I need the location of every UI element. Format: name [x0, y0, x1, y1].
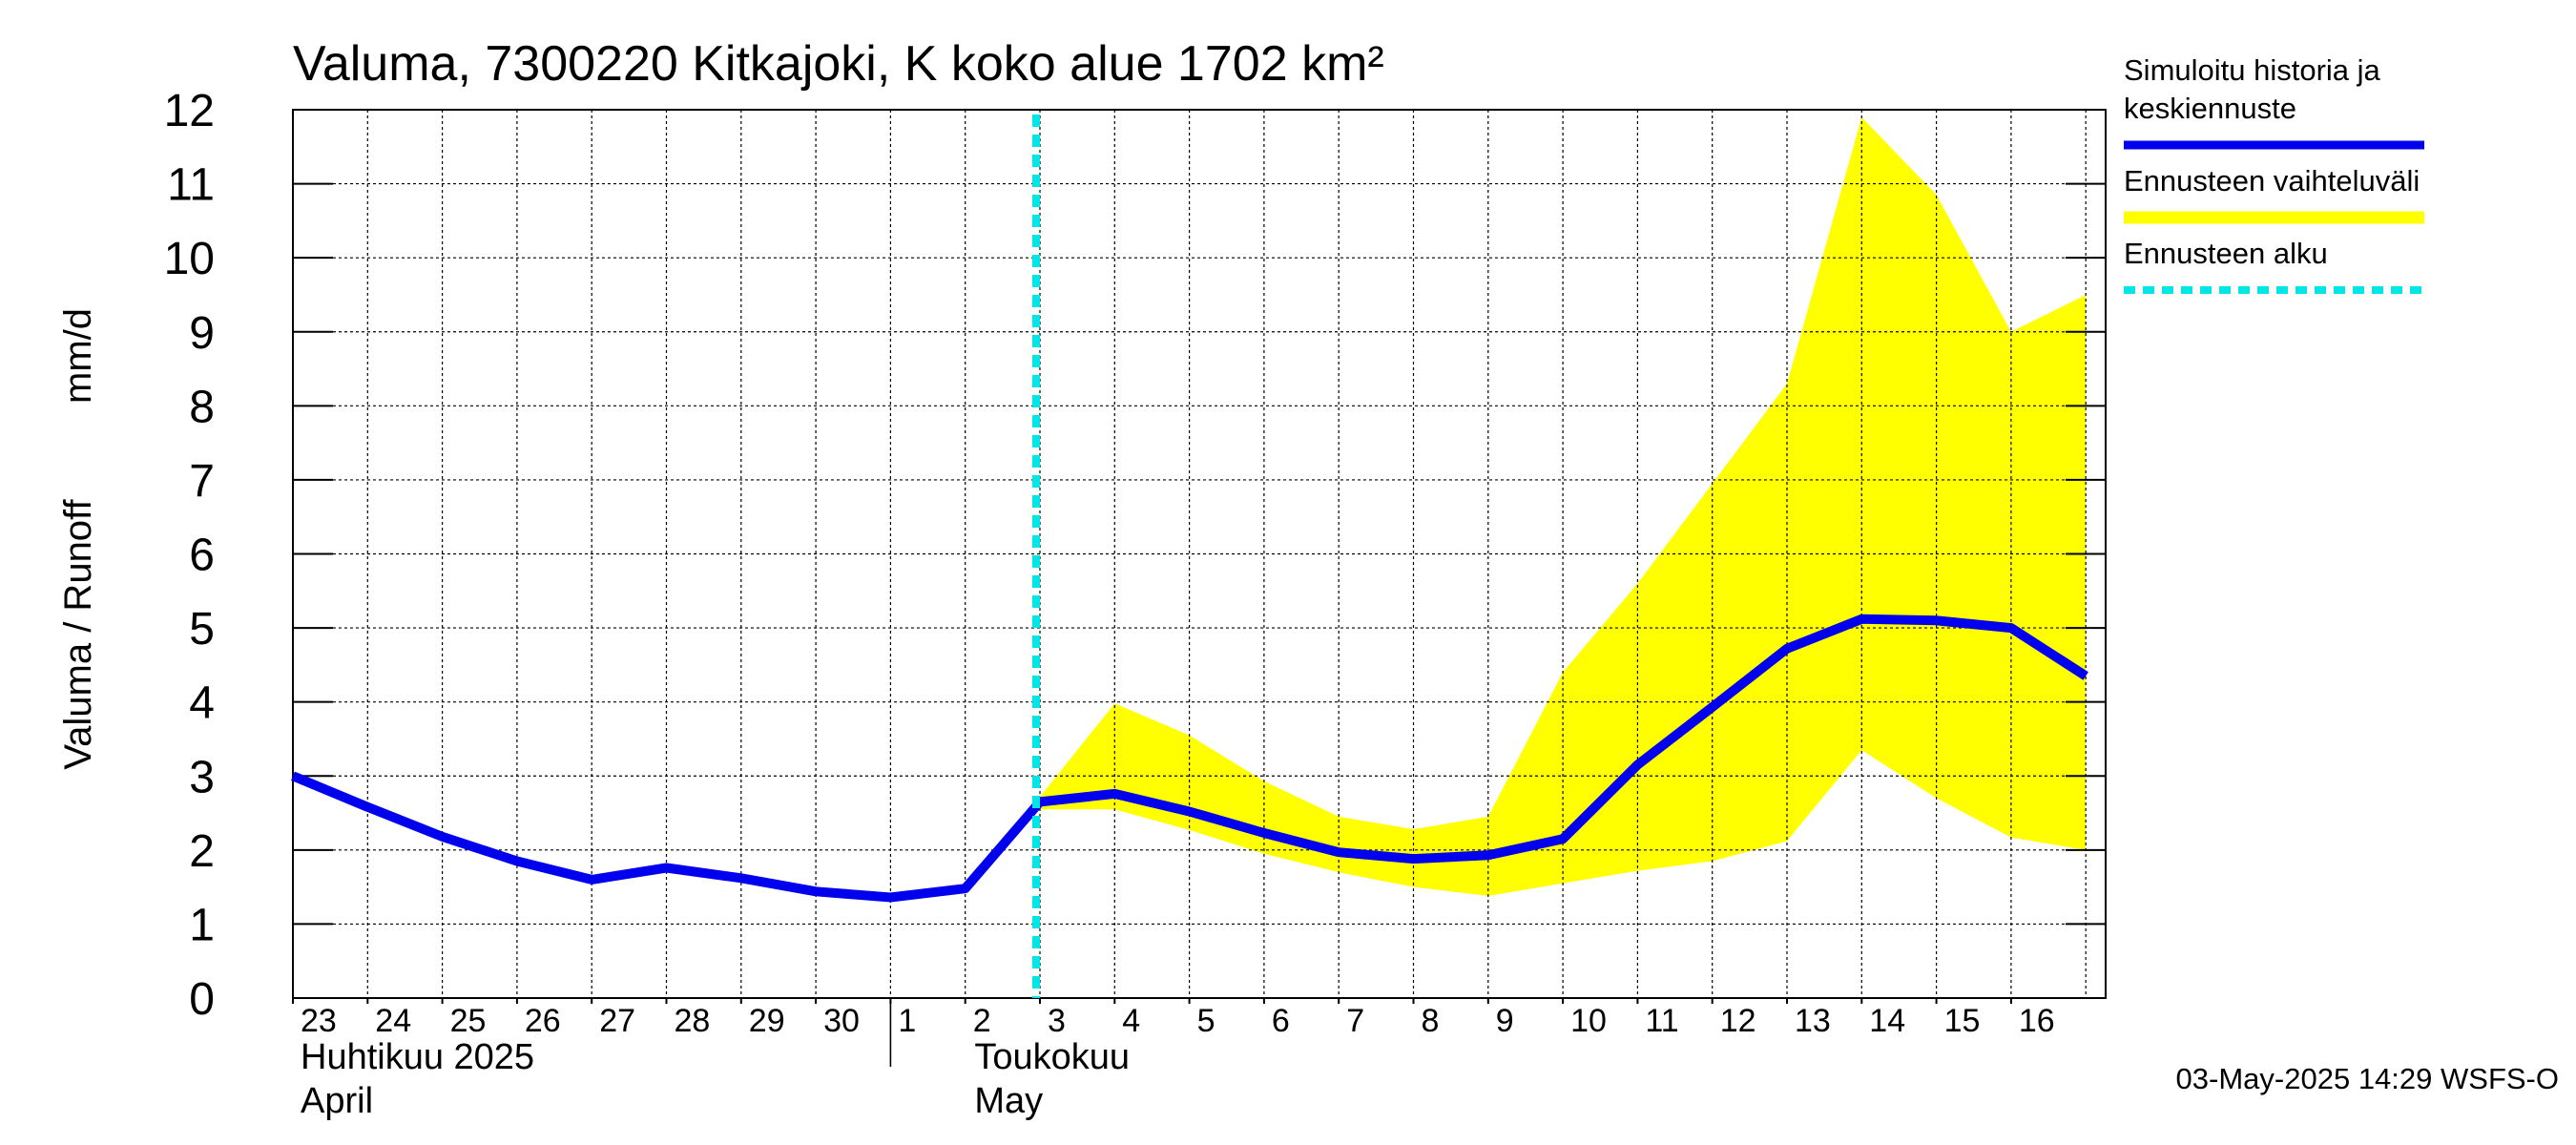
plot-frame [292, 109, 2107, 999]
x-tick-label: 1 [898, 1003, 916, 1039]
y-tick-label: 6 [189, 531, 215, 581]
x-tick-label: 24 [375, 1003, 411, 1039]
y-tick-label: 2 [189, 826, 215, 877]
x-tick-label: 7 [1346, 1003, 1364, 1039]
y-tick-label: 12 [164, 86, 215, 136]
y-tick-label: 7 [189, 456, 215, 507]
x-tick-label: 3 [1048, 1003, 1066, 1039]
x-tick-label: 12 [1720, 1003, 1756, 1039]
legend-label: keskiennuste [2124, 92, 2296, 125]
y-axis-label: Valuma / Runoff mm/d [57, 308, 99, 770]
y-tick-label: 3 [189, 752, 215, 802]
y-tick-label: 8 [189, 382, 215, 432]
x-tick-label: 14 [1869, 1003, 1905, 1039]
legend-label: Simuloitu historia ja [2124, 53, 2381, 87]
x-tick-label: 9 [1496, 1003, 1514, 1039]
y-tick-label: 5 [189, 604, 215, 655]
x-tick-label: 30 [823, 1003, 860, 1039]
month-label-en: May [974, 1081, 1043, 1121]
y-tick-label: 1 [189, 900, 215, 950]
series-line-simulated-mean [291, 614, 2088, 903]
legend: Simuloitu historia ja keskiennuste Ennuste… [2124, 53, 2424, 294]
x-tick-label: 5 [1197, 1003, 1215, 1039]
month-label: Huhtikuu 2025 [301, 1037, 534, 1077]
forecast-range-band [1040, 116, 2087, 896]
y-axis-label-unit: mm/d [57, 308, 99, 404]
month-label-en: April [301, 1081, 373, 1121]
x-tick-label: 8 [1422, 1003, 1440, 1039]
legend-label: Ennusteen alku [2124, 237, 2328, 270]
month-label: Toukokuu [974, 1037, 1130, 1077]
x-tick-label: 29 [749, 1003, 785, 1039]
y-tick-label: 11 [167, 160, 215, 211]
y-tick-label: 0 [189, 974, 215, 1025]
x-tick-label: 26 [525, 1003, 561, 1039]
x-tick-label: 23 [301, 1003, 337, 1039]
x-tick-label: 13 [1795, 1003, 1831, 1039]
legend-label: Ennusteen vaihteluväli [2124, 164, 2420, 198]
y-tick-label: 4 [189, 678, 215, 729]
timestamp-footer: 03-May-2025 14:29 WSFS-O [2176, 1062, 2559, 1095]
x-tick-label: 6 [1272, 1003, 1290, 1039]
chart-title: Valuma, 7300220 Kitkajoki, K koko alue 1… [293, 36, 1384, 92]
x-tick-label: 10 [1570, 1003, 1607, 1039]
x-tick-label: 16 [2019, 1003, 2055, 1039]
x-tick-label: 28 [675, 1003, 711, 1039]
x-tick-label: 25 [450, 1003, 487, 1039]
y-tick-label: 10 [164, 234, 215, 284]
x-tick-label: 11 [1645, 1003, 1678, 1039]
x-tick-label: 2 [973, 1003, 991, 1039]
y-tick-label: 9 [189, 308, 215, 359]
x-tick-label: 4 [1122, 1003, 1140, 1039]
x-tick-label: 15 [1944, 1003, 1981, 1039]
y-axis-label-runoff: Valuma / Runoff [57, 499, 99, 770]
x-tick-label: 27 [599, 1003, 635, 1039]
